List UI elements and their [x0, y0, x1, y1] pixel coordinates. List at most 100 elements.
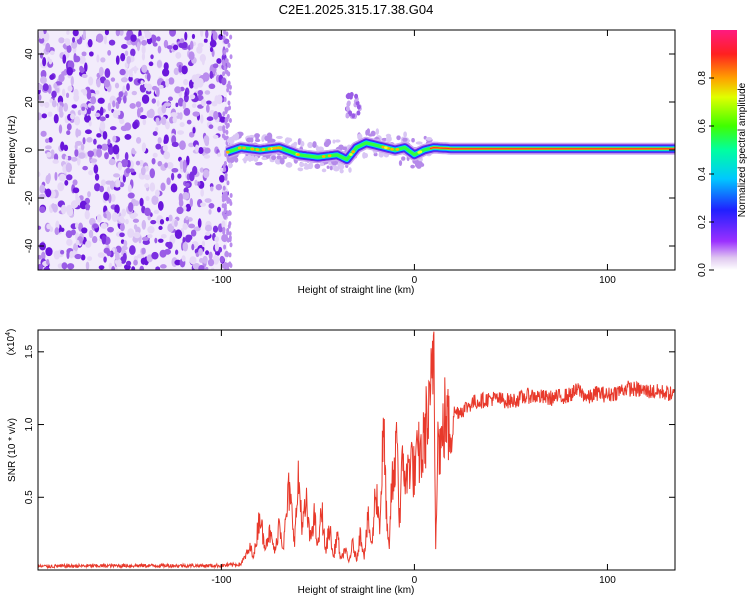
noise-speckle	[125, 218, 129, 225]
noise-speckle	[159, 264, 167, 269]
noise-speckle	[136, 41, 141, 52]
noise-speckle	[108, 158, 116, 166]
noise-speckle	[188, 142, 195, 148]
noise-speckle	[94, 173, 100, 181]
noise-speckle	[139, 265, 145, 270]
trace-halo	[398, 160, 403, 166]
noise-speckle	[174, 86, 182, 94]
trace-hotspot	[351, 150, 356, 154]
noise-speckle	[183, 187, 189, 194]
noise-speckle	[191, 243, 195, 251]
trace-halo	[367, 133, 374, 137]
noise-speckle	[182, 205, 187, 212]
secondary-blob-cell	[354, 93, 359, 99]
noise-speckle	[96, 214, 102, 223]
noise-speckle	[141, 52, 146, 61]
noise-edge-speckle	[222, 127, 226, 133]
noise-speckle	[135, 160, 141, 166]
noise-speckle	[205, 104, 210, 113]
trace-halo	[378, 151, 384, 158]
noise-edge-speckle	[221, 211, 225, 217]
noise-speckle	[161, 104, 167, 114]
noise-edge-speckle	[223, 96, 227, 102]
noise-speckle	[141, 44, 146, 55]
noise-speckle	[87, 38, 93, 48]
noise-speckle	[221, 234, 229, 243]
noise-speckle	[208, 251, 213, 260]
noise-speckle	[63, 144, 69, 152]
noise-speckle	[120, 77, 128, 83]
colorbar-label: Normalized spectral amplitude	[737, 82, 748, 217]
noise-speckle	[70, 113, 75, 120]
trace-halo	[228, 162, 233, 169]
noise-speckle	[218, 33, 224, 41]
noise-speckle	[88, 51, 94, 57]
noise-speckle	[53, 113, 59, 124]
noise-speckle	[117, 161, 123, 171]
noise-speckle	[181, 65, 188, 75]
noise-speckle	[66, 238, 73, 246]
noise-speckle	[84, 203, 91, 210]
noise-speckle	[67, 85, 73, 92]
noise-speckle	[203, 154, 211, 159]
noise-speckle	[156, 60, 163, 68]
noise-speckle	[204, 266, 209, 270]
noise-speckle	[100, 222, 108, 229]
trace-halo	[362, 151, 366, 159]
colorbar-tick-label: 0.6	[697, 119, 708, 133]
trace-halo	[306, 164, 313, 169]
noise-speckle	[212, 254, 220, 265]
trace-halo	[297, 167, 302, 171]
noise-speckle	[146, 83, 153, 92]
noise-speckle	[78, 152, 86, 159]
noise-edge-speckle	[225, 129, 229, 135]
noise-edge-speckle	[229, 201, 233, 207]
noise-speckle	[198, 147, 204, 155]
noise-speckle	[99, 185, 105, 193]
heatmap-signal-trace	[223, 91, 675, 174]
noise-speckle	[58, 124, 63, 134]
noise-speckle	[204, 147, 211, 154]
noise-speckle	[206, 116, 214, 121]
trace-halo	[226, 157, 233, 163]
noise-speckle	[139, 106, 144, 113]
noise-speckle	[82, 88, 88, 96]
noise-speckle	[121, 208, 127, 217]
noise-speckle	[146, 72, 151, 82]
noise-speckle	[197, 42, 204, 48]
noise-speckle	[157, 238, 164, 243]
trace-halo	[334, 139, 341, 143]
noise-speckle	[81, 227, 88, 234]
noise-speckle	[99, 116, 106, 122]
noise-edge-speckle	[228, 117, 232, 123]
noise-speckle	[149, 168, 156, 179]
noise-speckle	[53, 153, 59, 162]
noise-speckle	[64, 179, 69, 186]
trace-hotspot	[296, 153, 300, 157]
noise-speckle	[55, 81, 63, 86]
trace-halo	[348, 167, 352, 173]
noise-edge-speckle	[222, 185, 226, 191]
noise-speckle	[158, 225, 163, 231]
noise-edge-speckle	[228, 105, 232, 111]
noise-speckle	[129, 102, 136, 109]
noise-speckle	[109, 126, 117, 131]
trace-hotspot	[384, 146, 388, 150]
noise-speckle	[115, 30, 121, 37]
noise-speckle	[73, 53, 77, 63]
noise-speckle	[208, 202, 215, 209]
noise-speckle	[182, 191, 190, 200]
trace-halo	[402, 137, 408, 142]
noise-speckle	[84, 62, 88, 73]
noise-speckle	[99, 121, 106, 131]
noise-speckle	[163, 39, 169, 49]
noise-speckle	[118, 215, 125, 222]
noise-speckle	[58, 105, 63, 114]
noise-speckle	[110, 77, 116, 82]
trace-halo	[373, 152, 378, 157]
noise-edge-speckle	[229, 242, 233, 248]
noise-speckle	[131, 266, 136, 270]
noise-speckle	[120, 239, 125, 244]
noise-speckle	[151, 251, 159, 260]
